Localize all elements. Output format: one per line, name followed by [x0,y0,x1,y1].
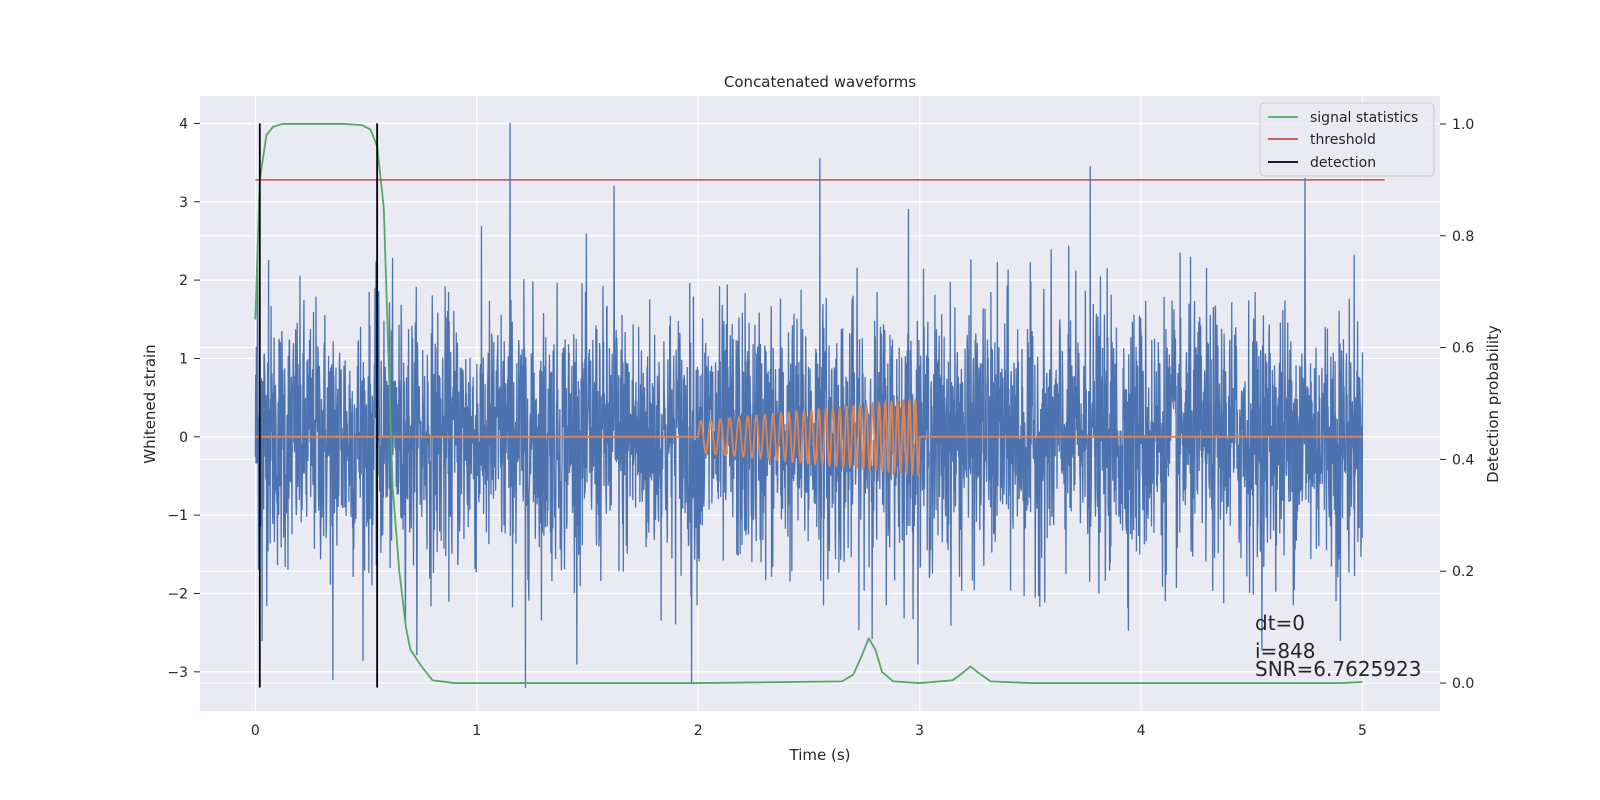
x-tick-label: 4 [1137,723,1146,739]
y-axis-label: Whitened strain [141,344,159,463]
signal-statistics-line [254,123,1363,684]
x-axis-ticks: 0 1 2 3 4 5 [251,723,1367,739]
y2-tick-label: 0.4 [1452,452,1474,468]
strain-line [254,122,1364,689]
y2-tick-label: 0.6 [1452,341,1474,357]
strain-series [254,122,1364,689]
x-tick-label: 5 [1358,723,1367,739]
y-axis-ticks: −3 −2 −1 0 1 2 3 4 [167,116,200,681]
right-axis-label: Detection probability [1484,325,1502,483]
y2-tick-label: 0.0 [1452,676,1474,692]
right-axis-ticks: 0.0 0.2 0.4 0.6 0.8 1.0 [1440,117,1474,692]
x-tick-label: 3 [915,723,924,739]
detection-series [258,123,379,688]
y-tick-label: −3 [167,665,188,681]
y-tick-label: 3 [179,195,188,211]
legend-box [1259,102,1435,177]
y2-tick-label: 1.0 [1452,117,1474,133]
y-tick-label: −2 [167,586,188,602]
y2-tick-label: 0.2 [1452,564,1474,580]
y-tick-label: 2 [179,273,188,289]
x-tick-label: 0 [251,723,260,739]
y-tick-label: 4 [179,116,188,132]
legend-label-detection: detection [1310,155,1376,171]
legend-label-signal-statistics: signal statistics [1310,110,1418,126]
injected-waveform-series [255,397,1363,478]
signal-statistics-series [254,123,1363,684]
annotations: dt=0 i=848 SNR=6.7625923 [1255,611,1421,681]
legend: signal statistics threshold detection [1259,102,1435,177]
y-tick-label: 0 [179,430,188,446]
x-tick-label: 2 [694,723,703,739]
x-axis-label: Time (s) [789,746,851,764]
y2-tick-label: 0.8 [1452,229,1474,245]
annotation-snr: SNR=6.7625923 [1255,657,1421,681]
annotation-dt: dt=0 [1255,611,1305,635]
injected-waveform-line [255,397,1363,478]
y-tick-label: −1 [167,508,188,524]
y-tick-label: 1 [179,351,188,367]
annotation-index: i=848 [1255,639,1316,663]
chart-title: Concatenated waveforms [724,73,916,91]
legend-label-threshold: threshold [1310,132,1376,148]
x-tick-label: 1 [472,723,481,739]
